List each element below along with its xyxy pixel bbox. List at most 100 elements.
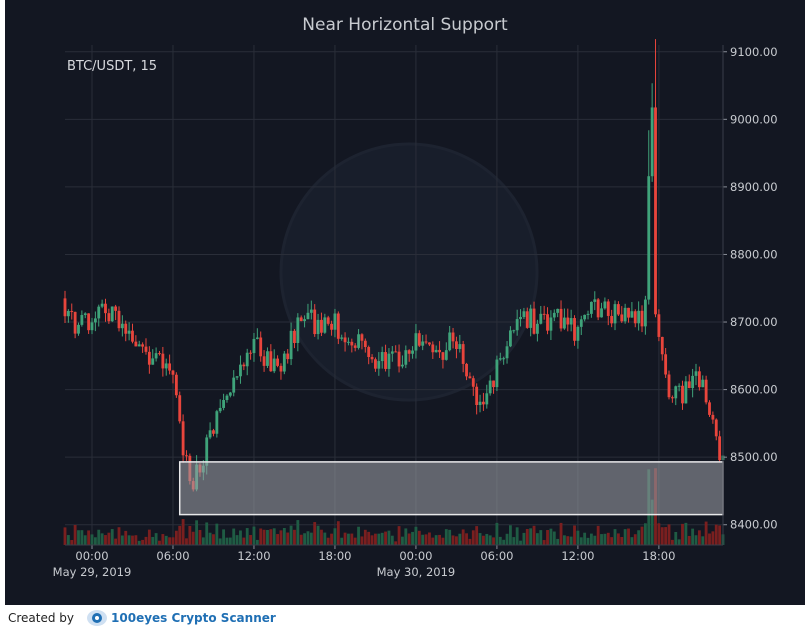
- candle-body: [576, 326, 580, 341]
- candle-body: [610, 315, 614, 324]
- volume-bar: [606, 532, 610, 545]
- volume-bar: [640, 526, 644, 545]
- candle-body: [488, 380, 492, 394]
- candle-body: [131, 330, 134, 342]
- volume-bar: [141, 539, 145, 545]
- candle-body: [542, 313, 546, 315]
- chart-title: Near Horizontal Support: [302, 15, 508, 35]
- candle-body: [401, 364, 404, 367]
- volume-bar: [687, 535, 691, 545]
- candle-body: [272, 358, 276, 372]
- candle-body: [174, 374, 178, 396]
- volume-bar: [154, 533, 158, 545]
- candle-body: [178, 395, 182, 422]
- candle-body: [562, 317, 566, 329]
- volume-bar: [428, 532, 431, 545]
- volume-bar: [546, 530, 549, 545]
- candle-body: [225, 395, 229, 401]
- candle-body: [471, 378, 475, 387]
- volume-bar: [279, 530, 283, 545]
- volume-bar: [643, 523, 647, 545]
- candle-body: [417, 333, 421, 346]
- candle-body: [566, 317, 570, 325]
- volume-bar: [421, 534, 425, 545]
- volume-bar: [127, 535, 131, 545]
- volume-bar: [468, 538, 472, 545]
- candle-body: [529, 308, 533, 328]
- volume-bar: [711, 531, 715, 545]
- volume-bar: [363, 529, 367, 545]
- volume-bar: [552, 531, 556, 545]
- volume-bar: [519, 540, 522, 545]
- candle-body: [154, 353, 158, 359]
- candle-body: [117, 310, 121, 329]
- candle-body: [377, 361, 381, 369]
- volume-bar: [262, 529, 266, 545]
- volume-bar: [498, 536, 502, 545]
- volume-bar: [576, 530, 580, 545]
- chart-frame: 8400.00 8500.00 8600.00 8700.00 8800.00 8900.…: [5, 0, 805, 605]
- candle-body: [205, 437, 209, 466]
- volume-bar: [80, 530, 84, 545]
- candle-body: [252, 338, 256, 354]
- candle-body: [313, 309, 317, 335]
- volume-bar: [475, 526, 479, 545]
- candle-body: [455, 341, 458, 349]
- candle-body: [424, 341, 428, 343]
- volume-bar: [478, 533, 482, 545]
- volume-bar: [404, 528, 408, 545]
- candle-body: [569, 318, 573, 325]
- footer-brand-link[interactable]: 100eyes Crypto Scanner: [111, 610, 276, 625]
- volume-bar: [161, 534, 165, 545]
- eye-logo-icon[interactable]: [86, 609, 108, 627]
- y-tick-label: 8500.00: [730, 450, 778, 464]
- volume-bar: [323, 532, 327, 545]
- volume-bar: [589, 533, 593, 545]
- candle-body: [100, 303, 104, 307]
- volume-bar: [633, 534, 637, 545]
- candle-body: [556, 308, 560, 313]
- candle-body: [286, 353, 290, 360]
- volume-bar: [195, 520, 199, 545]
- candle-body: [485, 393, 489, 405]
- candle-body: [296, 317, 300, 343]
- candle-body: [475, 386, 479, 406]
- volume-bar: [718, 525, 722, 545]
- candle-body: [320, 319, 323, 333]
- candle-body: [255, 337, 259, 339]
- volume-bar: [390, 535, 394, 545]
- candle-body: [677, 385, 681, 387]
- candle-body: [134, 341, 138, 347]
- candle-body: [269, 351, 273, 372]
- candle-body: [124, 323, 128, 334]
- y-tick-label: 9000.00: [730, 112, 778, 126]
- candle-body: [363, 340, 367, 348]
- candle-body: [664, 354, 668, 375]
- volume-bar: [212, 534, 215, 545]
- candle-body: [232, 377, 236, 393]
- volume-bar: [235, 535, 239, 545]
- volume-bar: [316, 525, 320, 545]
- volume-bar: [296, 520, 300, 545]
- support-zone: [178, 461, 724, 516]
- candle-body: [647, 176, 651, 300]
- candle-body: [465, 363, 468, 377]
- candle-body: [519, 317, 522, 320]
- volume-bar: [293, 529, 296, 545]
- volume-bar: [573, 525, 576, 545]
- candle-body: [360, 334, 364, 341]
- candle-body: [613, 304, 617, 324]
- volume-bar: [137, 540, 141, 545]
- volume-bar: [201, 537, 205, 545]
- candle-body: [347, 341, 350, 343]
- candle-body: [583, 314, 587, 320]
- volume-bar: [70, 540, 74, 545]
- y-tick-label: 9100.00: [730, 45, 778, 59]
- volume-bar: [255, 539, 259, 545]
- volume-bar: [151, 536, 155, 545]
- volume-bar: [63, 527, 67, 545]
- candle-body: [573, 318, 576, 341]
- candle-body: [114, 306, 118, 311]
- volume-bar: [623, 529, 627, 545]
- volume-bar: [583, 532, 587, 545]
